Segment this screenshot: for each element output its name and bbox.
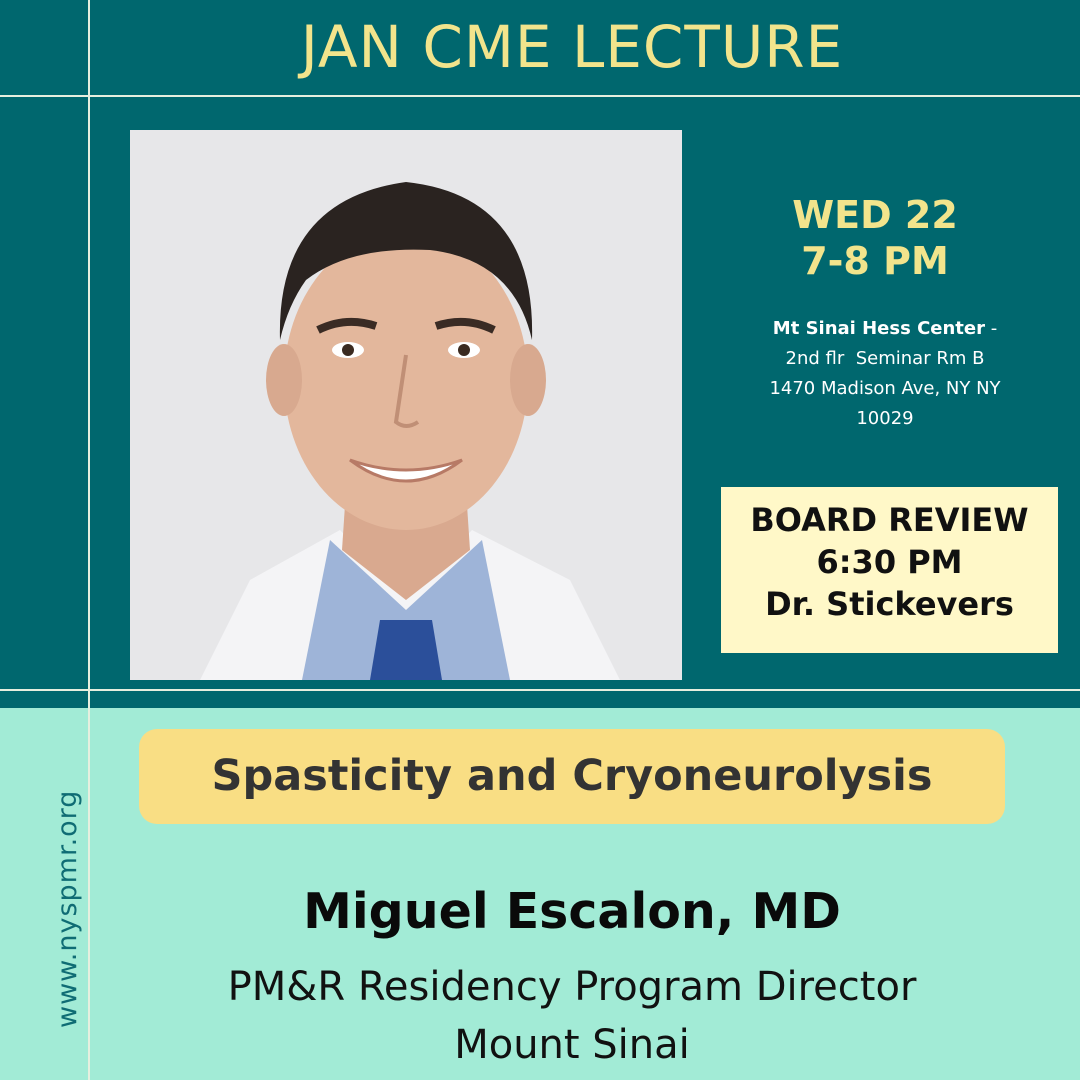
speaker-name: Miguel Escalon, MD xyxy=(303,883,841,940)
speaker-details: PM&R Residency Program Director Mount Si… xyxy=(90,958,1054,1074)
venue-block: Mt Sinai Hess Center - 2nd flr Seminar R… xyxy=(730,314,1040,434)
website-link[interactable]: www.nyspmr.org xyxy=(52,789,83,1028)
venue-line-2: 2nd flr Seminar Rm B xyxy=(785,348,985,369)
board-review-box: BOARD REVIEW 6:30 PM Dr. Stickevers xyxy=(721,487,1058,653)
header-divider xyxy=(0,95,1080,97)
venue-name: Mt Sinai Hess Center xyxy=(772,318,985,339)
event-datetime: WED 22 7-8 PM xyxy=(700,192,1050,284)
event-day: WED 22 xyxy=(792,193,958,237)
board-review-presenter: Dr. Stickevers xyxy=(765,585,1014,623)
venue-line-4: 10029 xyxy=(856,408,914,429)
board-review-title: BOARD REVIEW xyxy=(750,501,1029,539)
page-title: JAN CME LECTURE xyxy=(300,13,844,81)
venue-line-3: 1470 Madison Ave, NY NY xyxy=(769,378,1001,399)
venue-separator: - xyxy=(984,318,998,339)
board-review-time: 6:30 PM xyxy=(816,543,963,581)
vertical-divider xyxy=(88,0,90,1080)
lecture-topic: Spasticity and Cryoneurolysis xyxy=(139,729,1005,824)
venue-line-1: Mt Sinai Hess Center - xyxy=(730,314,1040,344)
speaker-institution: Mount Sinai xyxy=(454,1022,690,1068)
section-divider xyxy=(0,689,1080,691)
speaker-photo xyxy=(130,130,682,680)
event-time: 7-8 PM xyxy=(801,239,949,283)
speaker-role: PM&R Residency Program Director xyxy=(227,964,917,1010)
